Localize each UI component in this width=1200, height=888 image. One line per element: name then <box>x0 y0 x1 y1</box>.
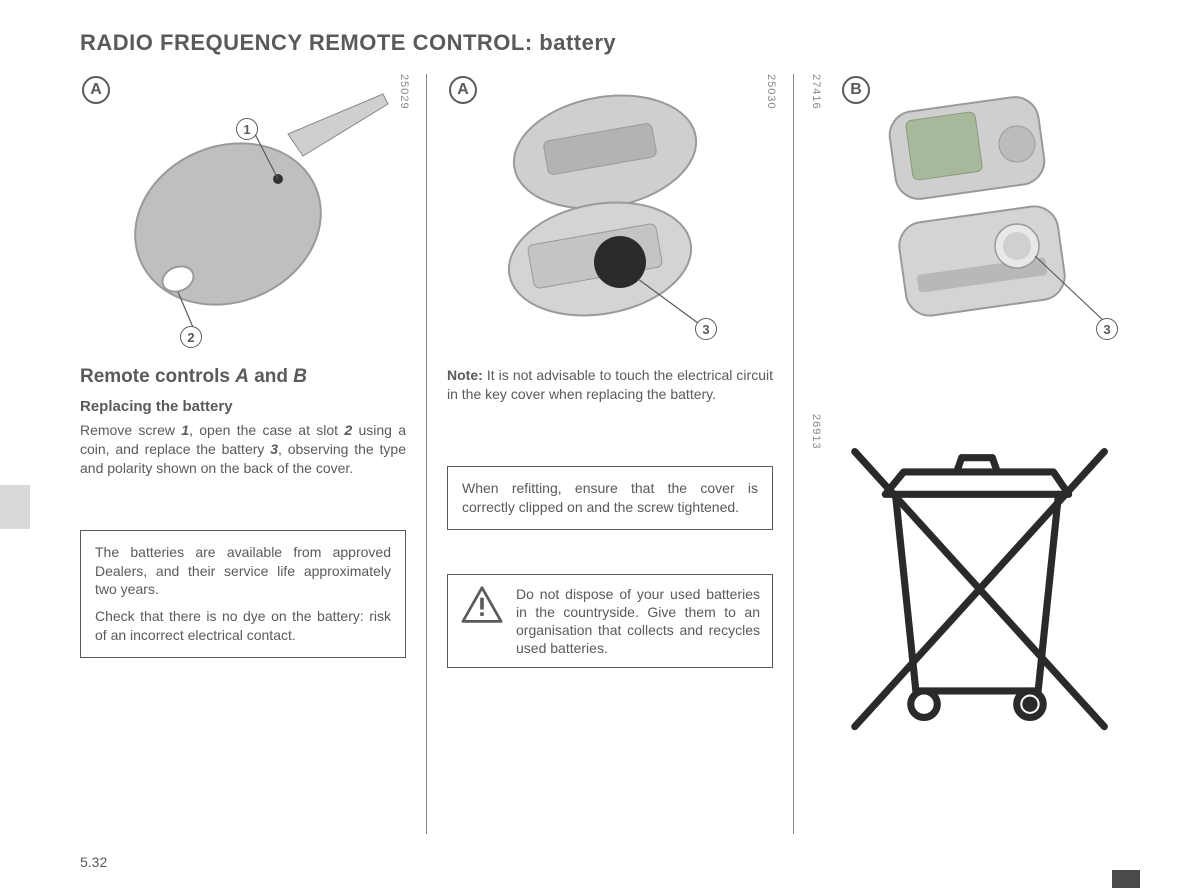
column-2: A 25030 3 Note: It is not advisa <box>427 74 793 834</box>
note-body: It is not advisable to touch the electri… <box>447 367 773 402</box>
figure-label-b: B <box>842 76 870 104</box>
crossed-bin-icon <box>814 414 1140 754</box>
box-dye-text: Check that there is no dye on the batter… <box>95 607 391 645</box>
callout-3b: 3 <box>1096 318 1118 340</box>
figure-ref-25030: 25030 <box>765 74 777 110</box>
warning-box: Do not dispose of your used batteries in… <box>447 574 773 669</box>
no-dispose-bin-figure: 26913 <box>814 414 1140 754</box>
columns-layout: A 25029 1 2 <box>80 74 1140 834</box>
note-label: Note: <box>447 367 483 383</box>
callout-3a: 3 <box>695 318 717 340</box>
refit-text: When refitting, ensure that the cover is… <box>462 479 758 517</box>
box-dealers-text: The batteries are available from approve… <box>95 543 391 600</box>
refit-box: When refitting, ensure that the cover is… <box>447 466 773 530</box>
manual-page: RADIO FREQUENCY REMOTE CONTROL: battery … <box>0 0 1200 888</box>
figure-b-flip-key: 27416 B 3 <box>814 74 1140 354</box>
callout-2: 2 <box>180 326 202 348</box>
replace-battery-instructions: Remove screw 1, open the case at slot 2 … <box>80 421 406 478</box>
figure-a-open-key: A 25030 3 <box>447 74 773 354</box>
figure-ref-27416: 27416 <box>810 74 822 110</box>
page-number: 5.32 <box>80 854 107 870</box>
subheading-remote-controls: Remote controls A and B <box>80 366 406 388</box>
figure-label-a2: A <box>449 76 477 104</box>
warning-text: Do not dispose of your used batteries in… <box>516 585 760 658</box>
open-key-illustration <box>447 74 773 354</box>
column-1: A 25029 1 2 <box>80 74 426 834</box>
bottom-tab <box>1112 870 1140 888</box>
figure-ref-25029: 25029 <box>398 74 410 110</box>
subsubheading-replacing: Replacing the battery <box>80 398 406 415</box>
flip-key-illustration <box>814 74 1140 354</box>
bin-ref-26913: 26913 <box>810 414 822 450</box>
note-text: Note: It is not advisable to touch the e… <box>447 366 773 404</box>
key-illustration <box>80 74 406 354</box>
warning-triangle-icon <box>460 585 504 625</box>
page-title: RADIO FREQUENCY REMOTE CONTROL: battery <box>80 30 1140 56</box>
column-3: 27416 B 3 26913 <box>794 74 1140 834</box>
callout-1: 1 <box>236 118 258 140</box>
battery-info-box: The batteries are available from approve… <box>80 530 406 658</box>
figure-label-a: A <box>82 76 110 104</box>
figure-a-key: A 25029 1 2 <box>80 74 406 354</box>
